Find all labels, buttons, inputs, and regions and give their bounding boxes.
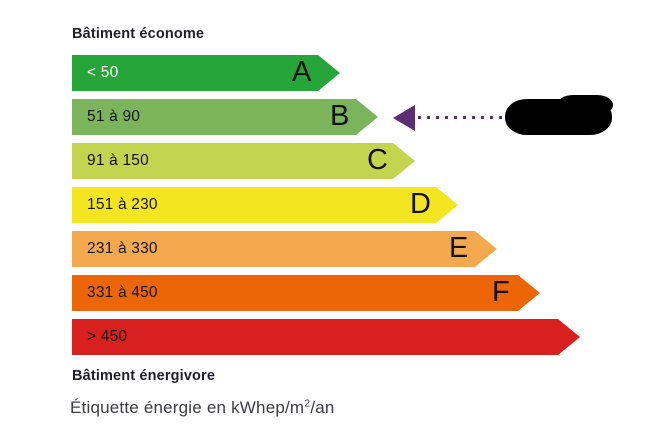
unit-caption-exponent: 2 [304, 397, 311, 410]
energy-band-shape-b [72, 99, 378, 135]
energy-band-shape-c [72, 143, 415, 179]
energy-band-range-e: 231 à 330 [87, 240, 158, 257]
energy-band-range-c: 91 à 150 [87, 152, 149, 169]
energy-band-c: 91 à 150 C [72, 143, 415, 179]
energy-band-range-g: > 450 [87, 328, 128, 345]
energy-band-range-f: 331 à 450 [87, 284, 158, 301]
energy-band-letter-d: D [410, 188, 431, 220]
energy-band-range-a: < 50 [87, 64, 119, 81]
energy-band-shape-g [72, 319, 580, 355]
energy-band-e: 231 à 330 E [72, 231, 497, 267]
energy-band-letter-f: F [492, 276, 510, 308]
energy-band-letter-a: A [292, 56, 312, 88]
energy-band-shape-d [72, 187, 458, 223]
unit-caption-suffix: /an [310, 398, 335, 417]
energy-band-letter-c: C [367, 144, 388, 176]
energy-band-b: 51 à 90 B [72, 99, 378, 135]
top-caption-economical-building: Bâtiment économe [72, 26, 205, 42]
bottom-caption-energy-guzzling-building: Bâtiment énergivore [72, 368, 216, 384]
energy-band-range-d: 151 à 230 [87, 196, 158, 213]
energy-band-d: 151 à 230 D [72, 187, 458, 223]
energy-band-range-b: 51 à 90 [87, 108, 141, 125]
energy-band-shape-f [72, 275, 540, 311]
energy-band-g: > 450 [72, 319, 580, 355]
energy-band-shape-e [72, 231, 497, 267]
energy-band-shape-a [72, 55, 340, 91]
energy-band-letter-b: B [330, 100, 350, 132]
energy-band-letter-e: E [449, 232, 469, 264]
unit-caption: Étiquette énergie en kWhep/m2/an [70, 398, 335, 418]
energy-band-a: < 50 A [72, 55, 340, 91]
unit-caption-prefix: Étiquette énergie en kWhep/m [70, 398, 305, 417]
energy-band-f: 331 à 450 F [72, 275, 540, 311]
